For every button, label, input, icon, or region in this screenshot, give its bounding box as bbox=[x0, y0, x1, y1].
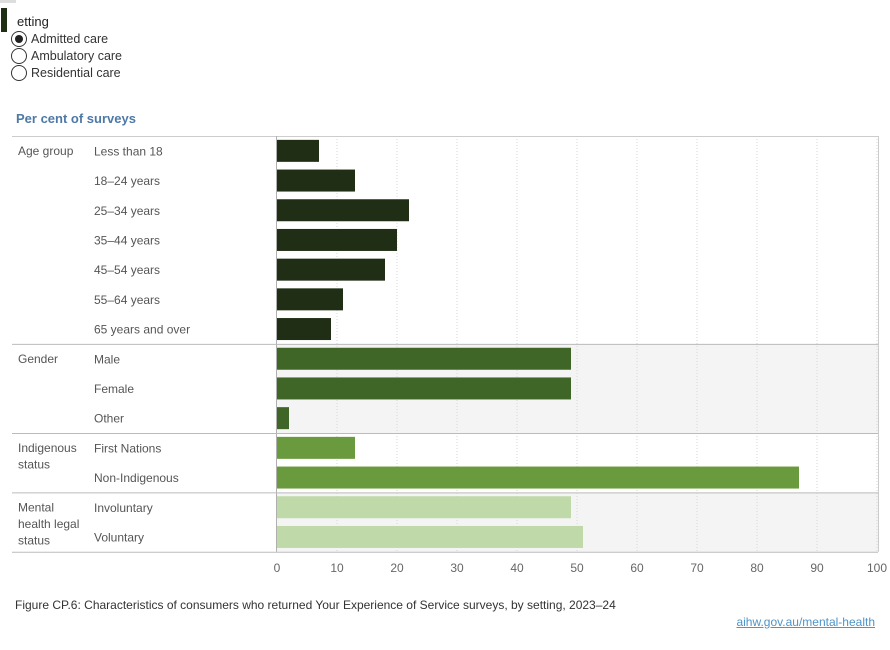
radio-button[interactable] bbox=[11, 48, 27, 64]
radio-option-admitted-care[interactable]: Admitted care bbox=[11, 31, 108, 47]
radio-button[interactable] bbox=[11, 65, 27, 81]
x-tick-label: 0 bbox=[274, 561, 281, 575]
radio-label: Ambulatory care bbox=[31, 49, 123, 63]
x-tick-label: 10 bbox=[330, 561, 344, 575]
x-tick-label: 20 bbox=[390, 561, 404, 575]
category-label: 18–24 years bbox=[94, 174, 160, 188]
radio-option-ambulatory-care[interactable]: Ambulatory care bbox=[11, 48, 122, 64]
x-tick-label: 40 bbox=[510, 561, 524, 575]
x-tick-label: 50 bbox=[570, 561, 584, 575]
category-label: Voluntary bbox=[94, 530, 144, 544]
x-tick-label: 80 bbox=[750, 561, 764, 575]
x-tick-label: 70 bbox=[690, 561, 704, 575]
bar bbox=[277, 407, 289, 430]
bar bbox=[277, 347, 571, 370]
x-tick-label: 60 bbox=[630, 561, 644, 575]
bar bbox=[277, 228, 397, 251]
bar bbox=[277, 169, 355, 192]
category-label: 25–34 years bbox=[94, 204, 160, 218]
category-label: Involuntary bbox=[94, 501, 153, 515]
x-tick-label: 100 bbox=[867, 561, 887, 575]
chart-axis-title: Per cent of surveys bbox=[16, 111, 136, 126]
category-label: Non-Indigenous bbox=[94, 471, 179, 485]
bar bbox=[277, 139, 319, 162]
radio-button-checked[interactable] bbox=[11, 31, 27, 47]
filter-title: etting bbox=[17, 14, 49, 29]
category-label: First Nations bbox=[94, 441, 161, 455]
figure-caption: Figure CP.6: Characteristics of consumer… bbox=[15, 598, 616, 612]
bar bbox=[277, 377, 571, 400]
group-label: Mental health legal status bbox=[18, 500, 79, 547]
category-label: 55–64 years bbox=[94, 293, 160, 307]
radio-label: Residential care bbox=[31, 66, 121, 80]
group-label: Age group bbox=[18, 144, 74, 158]
bar bbox=[277, 199, 409, 222]
bar bbox=[277, 318, 331, 341]
radio-label: Admitted care bbox=[31, 32, 109, 46]
bar bbox=[277, 288, 343, 311]
x-tick-label: 90 bbox=[810, 561, 824, 575]
bar bbox=[277, 258, 385, 281]
radio-option-residential-care[interactable]: Residential care bbox=[11, 65, 121, 81]
bar-chart: Age group Less than 18 18–24 years 25–34 ye… bbox=[12, 136, 887, 575]
category-label: Other bbox=[94, 412, 124, 426]
bar bbox=[277, 436, 355, 459]
category-label: Less than 18 bbox=[94, 144, 163, 158]
setting-filter: etting Admitted care Ambulatory care Res… bbox=[0, 0, 200, 90]
group-label: Gender bbox=[18, 352, 58, 366]
filter-color-marker bbox=[1, 8, 7, 32]
category-label: 35–44 years bbox=[94, 233, 160, 247]
category-label: 65 years and over bbox=[94, 323, 190, 337]
bar bbox=[277, 525, 583, 548]
filter-edge-tick bbox=[0, 0, 16, 3]
category-label: Female bbox=[94, 382, 134, 396]
bar bbox=[277, 466, 799, 489]
bar bbox=[277, 496, 571, 519]
group-label: Indigenous status bbox=[18, 441, 77, 472]
category-label: Male bbox=[94, 352, 120, 366]
source-link[interactable]: aihw.gov.au/mental-health bbox=[736, 615, 875, 629]
x-tick-label: 30 bbox=[450, 561, 464, 575]
category-label: 45–54 years bbox=[94, 263, 160, 277]
